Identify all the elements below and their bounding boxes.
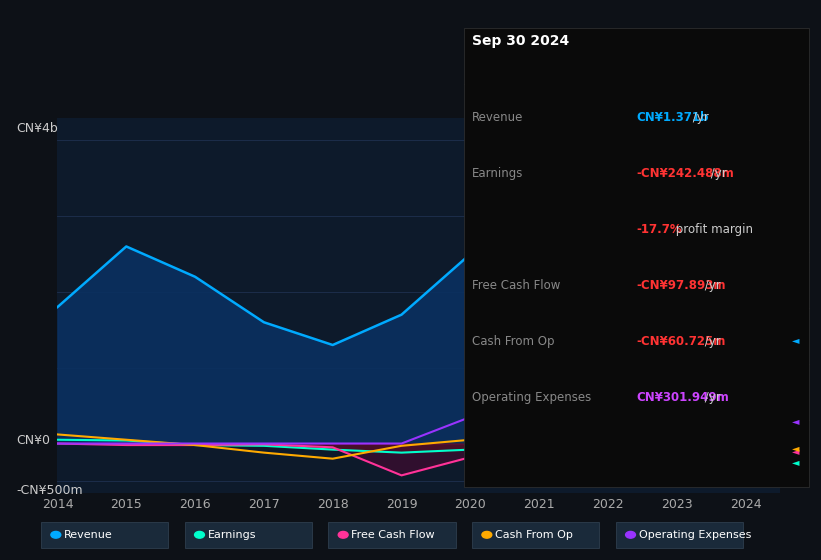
Text: ◄: ◄ [792, 446, 800, 456]
Text: -CN¥97.893m: -CN¥97.893m [636, 279, 726, 292]
Text: -17.7%: -17.7% [636, 223, 682, 236]
Text: profit margin: profit margin [672, 223, 753, 236]
Text: Earnings: Earnings [472, 167, 524, 180]
Text: Free Cash Flow: Free Cash Flow [351, 530, 435, 540]
Text: Operating Expenses: Operating Expenses [639, 530, 751, 540]
Text: -CN¥60.725m: -CN¥60.725m [636, 335, 726, 348]
Text: /yr: /yr [707, 167, 727, 180]
Text: Operating Expenses: Operating Expenses [472, 391, 591, 404]
Text: -CN¥500m: -CN¥500m [16, 484, 83, 497]
Text: ◄: ◄ [792, 335, 800, 345]
Text: /yr: /yr [701, 391, 721, 404]
Text: /yr: /yr [690, 111, 709, 124]
Text: -CN¥242.488m: -CN¥242.488m [636, 167, 734, 180]
Text: Revenue: Revenue [472, 111, 524, 124]
Text: Revenue: Revenue [64, 530, 112, 540]
Text: CN¥4b: CN¥4b [16, 122, 58, 135]
Text: Cash From Op: Cash From Op [472, 335, 554, 348]
Text: ◄: ◄ [792, 416, 800, 426]
Text: CN¥0: CN¥0 [16, 434, 50, 447]
Text: ◄: ◄ [792, 443, 800, 453]
Text: Sep 30 2024: Sep 30 2024 [472, 34, 569, 48]
Text: Free Cash Flow: Free Cash Flow [472, 279, 561, 292]
Text: CN¥301.949m: CN¥301.949m [636, 391, 729, 404]
Text: /yr: /yr [701, 279, 721, 292]
Text: Cash From Op: Cash From Op [495, 530, 573, 540]
Text: Earnings: Earnings [208, 530, 256, 540]
Text: CN¥1.371b: CN¥1.371b [636, 111, 709, 124]
Text: /yr: /yr [701, 335, 721, 348]
Text: ◄: ◄ [792, 457, 800, 466]
